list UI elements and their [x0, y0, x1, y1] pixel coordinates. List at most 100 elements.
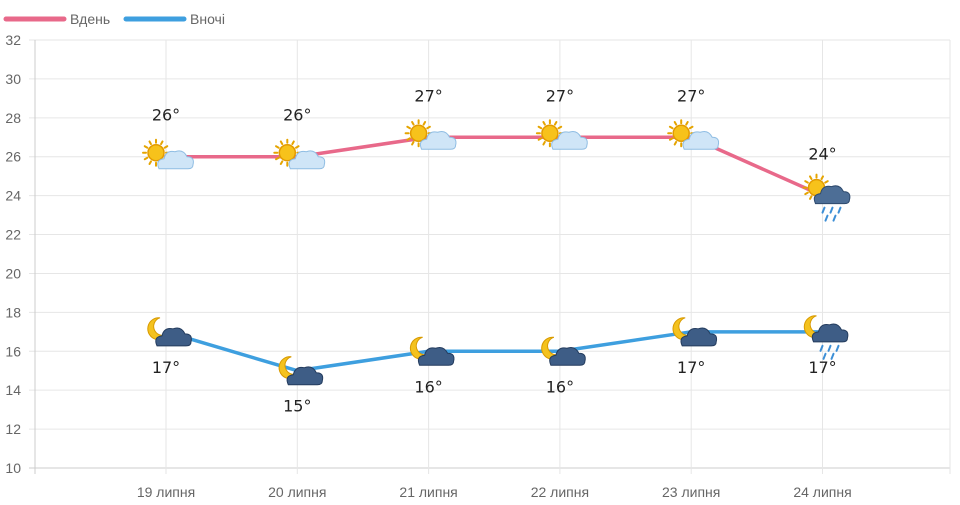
- cloud-shape: [680, 327, 718, 347]
- data-label: 24°: [808, 145, 836, 164]
- sun-ray: [809, 175, 813, 180]
- x-tick-label: 23 липня: [662, 484, 720, 500]
- sun-ray: [291, 140, 295, 146]
- moon-cloud-icon: [278, 356, 324, 386]
- sun-ray: [148, 140, 152, 146]
- cloud-shape: [549, 346, 586, 366]
- sun-ray: [294, 145, 300, 149]
- rain-drop: [835, 344, 840, 352]
- data-label: 17°: [677, 358, 705, 377]
- sun-cloud-icon: [535, 119, 588, 150]
- data-label: 27°: [414, 86, 442, 105]
- y-tick-label: 26: [5, 149, 21, 165]
- sun-ray: [820, 175, 824, 180]
- y-tick-label: 20: [5, 265, 21, 281]
- data-label: 16°: [414, 377, 442, 396]
- sun-cloud-icon: [273, 138, 326, 170]
- chart-legend: Вдень Вночі: [3, 11, 225, 27]
- cloud-shape: [811, 323, 849, 343]
- sun-disc: [409, 124, 428, 143]
- data-label: 15°: [283, 397, 311, 416]
- sun-ray: [824, 180, 829, 184]
- sun-ray: [804, 180, 809, 184]
- data-label: 16°: [546, 377, 574, 396]
- sun-ray: [426, 125, 431, 130]
- x-tick-label: 20 липня: [268, 484, 326, 500]
- rain-drop: [821, 206, 826, 214]
- rain-drop: [829, 206, 834, 214]
- series-line: [164, 330, 825, 373]
- sun-ray: [275, 156, 280, 161]
- sun-ray: [685, 121, 689, 126]
- sun-ray: [804, 191, 809, 196]
- cloud-shape: [813, 185, 851, 205]
- y-tick-label: 12: [5, 421, 21, 437]
- rain-drop: [830, 352, 835, 360]
- rain-drop: [819, 344, 824, 352]
- rain-drop: [822, 352, 827, 360]
- sun-ray: [668, 137, 674, 141]
- y-tick-label: 30: [5, 71, 21, 87]
- cloud-shape: [288, 150, 326, 170]
- cloud-shape: [551, 130, 588, 150]
- sun-ray: [411, 121, 415, 126]
- legend-label: Вночі: [190, 11, 225, 27]
- data-labels: 26° 26° 27° 27° 27° 24° 17° 15° 16° 16° 17° 17°: [152, 86, 837, 415]
- sun-ray: [673, 121, 678, 126]
- sun-ray: [422, 121, 427, 126]
- moon-cloud-icon: [672, 317, 718, 347]
- legend-label: Вдень: [70, 11, 110, 27]
- sun-ray: [557, 125, 563, 130]
- y-axis: 10 12 14 16 18 20 22 24 26 28 30 32: [5, 32, 21, 476]
- sun-ray: [160, 140, 164, 146]
- sun-ray: [668, 125, 674, 130]
- x-tick-label: 22 липня: [531, 484, 589, 500]
- sun-cloud-icon: [142, 138, 194, 170]
- sun-disc: [541, 124, 559, 143]
- sun-ray: [411, 140, 415, 146]
- data-label: 26°: [283, 106, 311, 125]
- sun-ray: [406, 125, 411, 130]
- series-line: [164, 135, 825, 198]
- y-tick-label: 16: [5, 343, 21, 359]
- data-label: 27°: [546, 86, 574, 105]
- sun-disc: [147, 143, 165, 162]
- data-label: 17°: [152, 358, 180, 377]
- y-tick-label: 24: [5, 188, 21, 204]
- sun-rain-cloud-icon: [802, 173, 851, 222]
- sun-ray: [688, 125, 694, 130]
- sun-ray: [809, 195, 813, 200]
- x-tick-label: 19 липня: [137, 484, 195, 500]
- cloud-shape: [157, 150, 194, 170]
- rain-drop: [837, 206, 842, 214]
- sun-ray: [542, 121, 546, 126]
- y-tick-label: 32: [5, 32, 21, 48]
- sun-ray: [537, 137, 543, 141]
- sun-ray: [279, 140, 284, 146]
- data-label: 27°: [677, 86, 705, 105]
- cloud-shape: [286, 366, 324, 386]
- rain-drop: [832, 214, 837, 222]
- sun-ray: [275, 145, 280, 149]
- moon-rain-cloud-icon: [803, 315, 849, 360]
- sun-ray: [673, 140, 678, 146]
- data-label: 17°: [808, 358, 836, 377]
- sun-ray: [406, 137, 411, 141]
- sun-ray: [542, 140, 546, 146]
- x-tick-label: 21 липня: [399, 484, 457, 500]
- chart-series: [164, 135, 825, 373]
- rain-drop: [827, 344, 832, 352]
- cloud-shape: [417, 346, 455, 366]
- weather-icons: [142, 119, 851, 386]
- y-tick-label: 28: [5, 110, 21, 126]
- sun-ray: [537, 125, 543, 130]
- cloud-shape: [419, 130, 457, 150]
- data-label: 26°: [152, 106, 180, 125]
- y-tick-label: 10: [5, 460, 21, 476]
- sun-disc: [278, 143, 297, 162]
- y-tick-label: 14: [5, 382, 21, 398]
- y-tick-label: 18: [5, 304, 21, 320]
- sun-cloud-icon: [667, 119, 720, 150]
- moon-cloud-icon: [147, 317, 192, 347]
